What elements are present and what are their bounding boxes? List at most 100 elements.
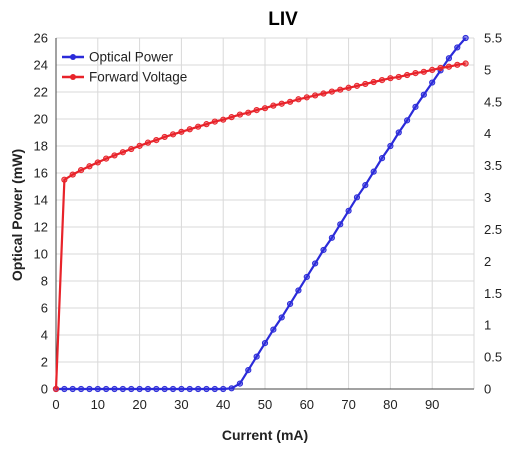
data-point [337, 86, 344, 93]
legend-label: Optical Power [89, 50, 174, 65]
data-point [353, 82, 361, 89]
data-point [378, 77, 386, 84]
data-point [186, 126, 193, 133]
data-point [119, 385, 126, 393]
tick-labels: 0 10 20 30 40 50 60 70 80 90024681012141618202224… [34, 31, 503, 413]
data-point [94, 385, 101, 393]
y-tick-label: 14 [34, 193, 48, 208]
data-point [203, 121, 210, 128]
data-point [454, 44, 461, 51]
data-point [387, 75, 394, 82]
y-tick-label: 2 [41, 355, 48, 370]
data-point [345, 84, 352, 91]
data-point [211, 385, 218, 393]
data-point [128, 145, 135, 153]
data-point [278, 100, 285, 107]
data-point [353, 194, 361, 201]
data-point [395, 129, 402, 136]
series-forward-voltage [52, 60, 469, 393]
data-point [178, 128, 185, 135]
x-tick-label: 60 [300, 397, 314, 412]
y-tick-label: 6 [41, 301, 48, 316]
data-point [462, 34, 469, 42]
y-tick-label: 8 [41, 274, 48, 289]
data-point [153, 385, 160, 393]
y-tick-label: 16 [34, 166, 48, 181]
legend-swatch-marker [70, 54, 76, 60]
data-point [77, 385, 85, 393]
legend-item: Optical Power [62, 50, 174, 65]
data-point [286, 300, 294, 308]
legend-label: Forward Voltage [89, 70, 187, 85]
y2-tick-label: 3.5 [484, 158, 502, 173]
data-point [169, 385, 177, 393]
data-point [253, 353, 260, 360]
data-point [245, 367, 252, 374]
data-point [153, 137, 160, 144]
y2-tick-label: 0.5 [484, 350, 502, 365]
y2-tick-label: 1 [484, 318, 491, 333]
data-point [312, 92, 319, 99]
data-point [404, 117, 411, 124]
x-tick-label: 50 [258, 397, 272, 412]
data-point [412, 70, 419, 77]
data-point [195, 385, 202, 393]
data-point [362, 80, 369, 88]
data-point [144, 385, 152, 393]
series-line [56, 37, 467, 391]
data-point [211, 118, 218, 125]
data-point [178, 385, 185, 393]
data-point [395, 73, 402, 81]
data-point [261, 340, 269, 347]
data-point [445, 55, 453, 62]
data-point [303, 94, 310, 101]
data-point [437, 64, 444, 72]
data-point [245, 109, 252, 116]
data-point [203, 385, 210, 393]
data-point [69, 171, 76, 178]
data-point [362, 182, 369, 189]
y-axis-title: Optical Power (mW) [9, 149, 25, 281]
data-point [103, 385, 110, 393]
data-point [387, 142, 394, 150]
data-point [303, 273, 310, 281]
data-point [370, 168, 377, 175]
data-point [320, 246, 327, 254]
y-tick-label: 12 [34, 220, 48, 235]
data-point [169, 131, 177, 138]
data-point [454, 61, 461, 68]
data-point [270, 102, 277, 109]
x-tick-label: 90 [425, 397, 439, 412]
x-tick-label: 0 [52, 397, 59, 412]
data-point [286, 98, 294, 105]
data-point [228, 114, 235, 121]
series-line [54, 62, 466, 390]
data-point [128, 385, 135, 393]
y2-tick-label: 2.5 [484, 222, 502, 237]
data-point [337, 221, 344, 228]
y2-tick-label: 5 [484, 62, 491, 77]
data-point [195, 123, 202, 130]
data-point [94, 159, 101, 166]
data-point [111, 152, 118, 159]
data-point [161, 133, 168, 141]
chart-title: LIV [268, 9, 298, 30]
data-point [278, 314, 285, 321]
data-point [370, 78, 377, 86]
series [52, 34, 469, 393]
data-point [312, 260, 319, 267]
x-tick-label: 70 [341, 397, 355, 412]
y-tick-label: 4 [41, 328, 48, 343]
data-point [429, 79, 436, 86]
y-tick-label: 26 [34, 31, 48, 46]
data-point [404, 71, 411, 79]
data-point [136, 385, 143, 393]
data-point [144, 139, 152, 146]
y-tick-label: 24 [34, 58, 48, 73]
data-point [103, 155, 110, 162]
x-tick-label: 20 [132, 397, 146, 412]
data-point [412, 103, 419, 110]
data-point [295, 287, 302, 294]
data-point [186, 385, 193, 393]
